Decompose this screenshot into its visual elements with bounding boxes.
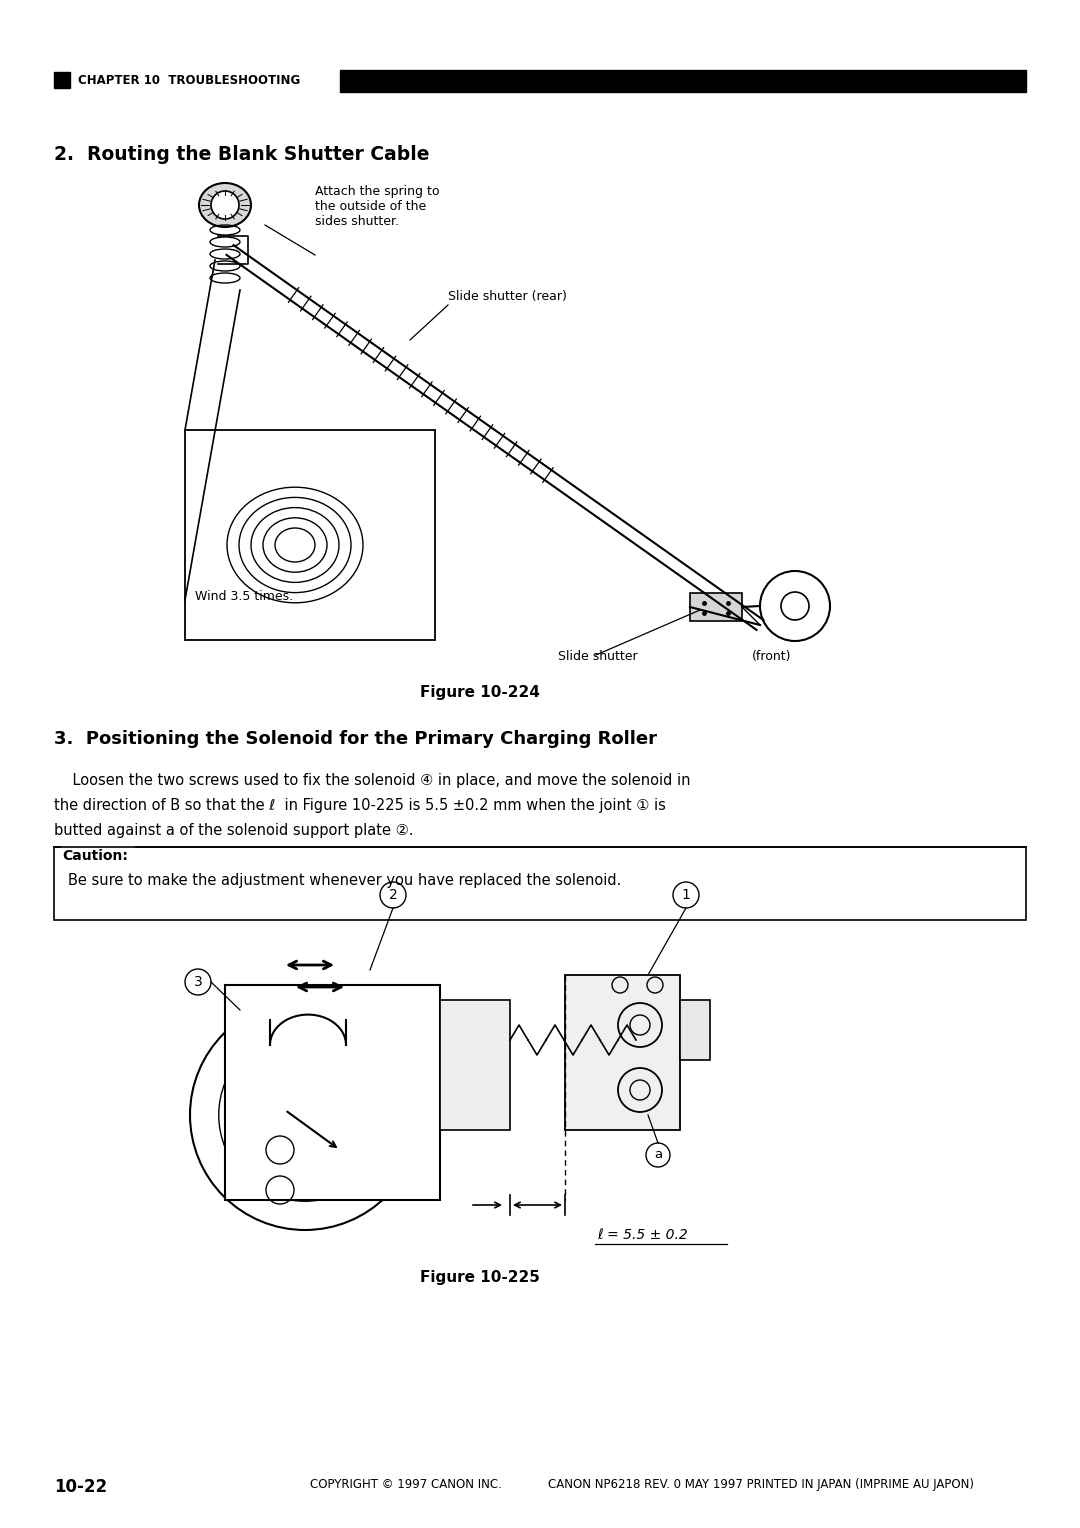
- Text: Slide shutter (rear): Slide shutter (rear): [448, 290, 567, 303]
- Bar: [440, 999, 510, 1131]
- Text: COPYRIGHT © 1997 CANON INC.: COPYRIGHT © 1997 CANON INC.: [310, 1478, 502, 1491]
- Text: 3: 3: [193, 975, 202, 989]
- Text: Caution:: Caution:: [62, 850, 127, 863]
- Bar: [225, 986, 440, 1199]
- Text: (front): (front): [752, 649, 792, 663]
- Text: 3.  Positioning the Solenoid for the Primary Charging Roller: 3. Positioning the Solenoid for the Prim…: [54, 730, 657, 749]
- Bar: [690, 593, 742, 620]
- Text: 2.  Routing the Blank Shutter Cable: 2. Routing the Blank Shutter Cable: [54, 145, 430, 163]
- Text: Figure 10-225: Figure 10-225: [420, 1270, 540, 1285]
- Bar: [54, 72, 70, 89]
- Text: butted against a of the solenoid support plate ②.: butted against a of the solenoid support…: [54, 824, 414, 837]
- Text: 2: 2: [389, 888, 397, 902]
- Circle shape: [211, 191, 239, 219]
- Ellipse shape: [199, 183, 251, 228]
- Text: a: a: [653, 1149, 662, 1161]
- Bar: [340, 70, 1026, 92]
- Text: ℓ = 5.5 ± 0.2: ℓ = 5.5 ± 0.2: [597, 1229, 688, 1242]
- Text: 10-22: 10-22: [54, 1478, 107, 1496]
- Bar: [54, 847, 1026, 920]
- Text: Wind 3.5 times.: Wind 3.5 times.: [195, 590, 293, 604]
- Text: Be sure to make the adjustment whenever you have replaced the solenoid.: Be sure to make the adjustment whenever …: [68, 872, 621, 888]
- Text: Figure 10-224: Figure 10-224: [420, 685, 540, 700]
- Text: Slide shutter: Slide shutter: [558, 649, 637, 663]
- Text: Loosen the two screws used to fix the solenoid ④ in place, and move the solenoid: Loosen the two screws used to fix the so…: [54, 773, 690, 788]
- Text: the direction of B so that the ℓ  in Figure 10-225 is 5.5 ±0.2 mm when the joint: the direction of B so that the ℓ in Figu…: [54, 798, 666, 813]
- Bar: [565, 975, 680, 1131]
- Bar: [185, 429, 435, 640]
- Text: CHAPTER 10  TROUBLESHOOTING: CHAPTER 10 TROUBLESHOOTING: [78, 73, 300, 87]
- Text: 1: 1: [681, 888, 690, 902]
- Text: Attach the spring to
the outside of the
sides shutter.: Attach the spring to the outside of the …: [315, 185, 440, 228]
- Bar: [680, 999, 710, 1060]
- Text: CANON NP6218 REV. 0 MAY 1997 PRINTED IN JAPAN (IMPRIME AU JAPON): CANON NP6218 REV. 0 MAY 1997 PRINTED IN …: [548, 1478, 974, 1491]
